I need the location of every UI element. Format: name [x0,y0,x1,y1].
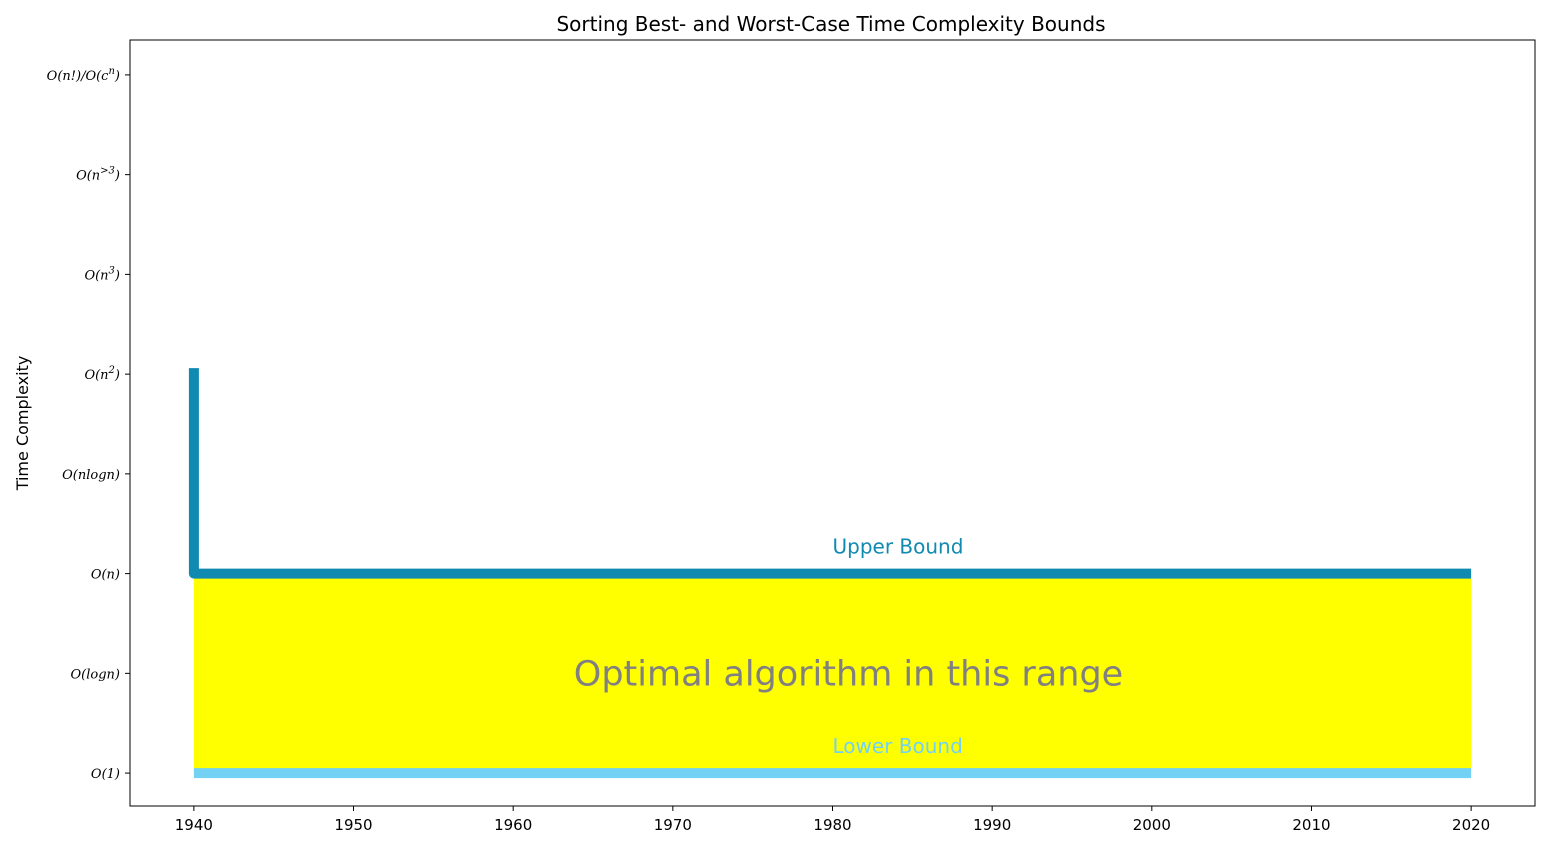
x-tick-label: 2010 [1292,816,1330,834]
x-tick-label: 1990 [973,816,1011,834]
y-tick-label: O(n3) [84,265,120,283]
y-axis-label: Time Complexity [13,356,32,492]
y-tick-label: O(nlogn) [62,468,120,483]
optimal-region-label: Optimal algorithm in this range [574,654,1123,694]
y-tick-label: O(n!)/O(cn) [47,66,120,84]
x-tick-label: 2000 [1133,816,1171,834]
y-tick-label: O(n2) [84,365,120,383]
optimal-region [193,573,1472,774]
lower-bound-label: Lower Bound [833,734,963,758]
plot-area: Optimal algorithm in this range Upper Bou… [188,368,1472,779]
x-tick-label: 2020 [1452,816,1490,834]
x-tick-label: 1950 [334,816,372,834]
x-axis: 1940 1950 1960 1970 1980 1990 2000 2010 2020 [175,806,1490,834]
y-tick-label: O(n>3) [76,166,120,184]
x-tick-label: 1960 [494,816,532,834]
y-axis: O(1) O(logn) O(n) O(nlogn) O(n2) O(n3) O(n>3) O… [47,66,130,782]
upper-bound-label: Upper Bound [833,535,964,559]
y-tick-label: O(1) [91,767,120,782]
x-tick-label: 1970 [654,816,692,834]
chart-title: Sorting Best- and Worst-Case Time Comple… [556,12,1105,36]
x-tick-label: 1980 [813,816,851,834]
y-tick-label: O(n) [91,568,120,583]
y-tick-label: O(logn) [71,667,120,682]
upper-bound-line [188,368,1472,579]
x-tick-label: 1940 [175,816,213,834]
